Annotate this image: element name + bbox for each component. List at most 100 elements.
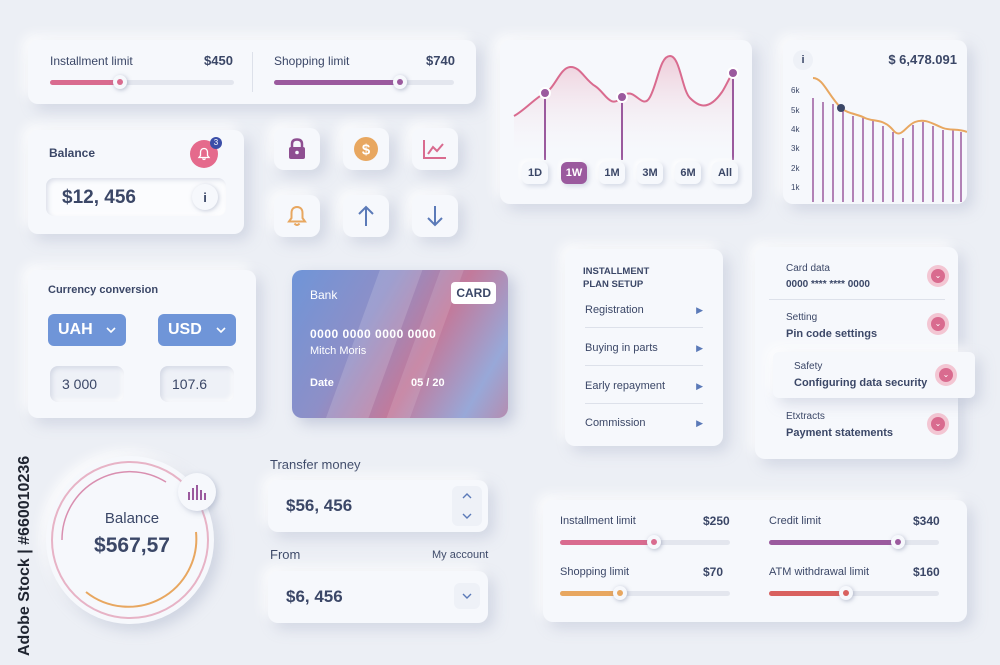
to-amount-field[interactable]: 107.6: [160, 366, 234, 402]
menu-item-registration[interactable]: Registration ▶: [585, 304, 703, 316]
installment-limit-fill: [50, 80, 120, 85]
period-1w-button[interactable]: 1W: [561, 162, 587, 184]
installment-limit-slider[interactable]: [50, 75, 234, 89]
transfer-amount-field[interactable]: $56, 456: [268, 480, 488, 532]
menu-item-buying-in-parts[interactable]: Buying in parts ▶: [585, 342, 703, 354]
from-account-field[interactable]: $6, 456: [268, 571, 488, 623]
expand-pin-settings-button[interactable]: ⌄: [927, 313, 949, 335]
shopping-limit-knob[interactable]: [393, 75, 407, 89]
bar-chart-info-button[interactable]: i: [793, 50, 813, 70]
stock-watermark: Adobe Stock | #660010236: [16, 426, 38, 656]
card-holder: Mitch Moris: [310, 345, 367, 357]
atm-limit-value: $160: [913, 565, 940, 579]
chart-point[interactable]: [727, 67, 739, 79]
to-currency-select[interactable]: USD: [158, 314, 236, 346]
shopping-limit-fill: [560, 591, 620, 596]
from-currency-select[interactable]: UAH: [48, 314, 126, 346]
chevron-down-icon: [106, 327, 116, 334]
balance-card: Balance 3 $12, 456 i: [28, 130, 244, 234]
installment-limit-value: $250: [703, 514, 730, 528]
account-dropdown-button[interactable]: [454, 583, 480, 609]
chart-button[interactable]: [412, 128, 458, 170]
menu-divider: [585, 327, 703, 328]
increment-button[interactable]: [452, 486, 482, 506]
line-chart-line: [513, 54, 734, 117]
chevron-down-icon: [216, 327, 226, 334]
expand-card-data-button[interactable]: ⌄: [927, 265, 949, 287]
period-3m-button[interactable]: 3M: [637, 162, 663, 184]
chart-icon: [423, 140, 446, 159]
chevron-down-icon: ⌄: [931, 317, 945, 331]
period-1d-button[interactable]: 1D: [522, 162, 548, 184]
atm-limit-label: ATM withdrawal limit: [769, 566, 870, 578]
shopping-limit-slider[interactable]: [560, 586, 730, 600]
settings-item-safety-popout[interactable]: Safety Configuring data security ⌄: [773, 352, 975, 398]
info-button[interactable]: i: [192, 184, 218, 210]
chevron-down-icon: ⌄: [931, 269, 945, 283]
chevron-down-icon: ⌄: [939, 368, 953, 382]
from-amount-field[interactable]: 3 000: [50, 366, 124, 402]
bar-chart-point[interactable]: [837, 104, 845, 112]
settings-item-value: Payment statements: [786, 427, 893, 439]
shopping-limit-slider[interactable]: [274, 75, 454, 89]
bank-label: Bank: [310, 288, 338, 302]
installment-limit-slider[interactable]: [560, 535, 730, 549]
currency-conversion-title: Currency conversion: [48, 284, 159, 296]
chart-point[interactable]: [539, 87, 551, 99]
installment-menu-title: INSTALLMENT: [583, 266, 650, 277]
send-up-button[interactable]: [343, 195, 389, 237]
atm-limit-slider[interactable]: [769, 586, 939, 600]
installment-limit-knob[interactable]: [646, 535, 661, 549]
to-currency-value: USD: [168, 321, 202, 338]
card-date-value: 05 / 20: [411, 377, 445, 389]
expand-safety-button[interactable]: ⌄: [935, 364, 957, 386]
info-icon: i: [203, 189, 207, 205]
balance-progress-ring: [51, 461, 209, 619]
currency-button[interactable]: $: [343, 128, 389, 170]
period-6m-button[interactable]: 6M: [675, 162, 701, 184]
menu-item-commission[interactable]: Commission ▶: [585, 417, 703, 429]
installment-limit-label: Installment limit: [50, 54, 133, 68]
bar-chart-icon: [188, 485, 206, 500]
credit-limit-label: Credit limit: [769, 515, 821, 527]
receive-down-button[interactable]: [412, 195, 458, 237]
alert-button[interactable]: [274, 195, 320, 237]
credit-limit-fill: [769, 540, 899, 545]
credit-limit-slider[interactable]: [769, 535, 939, 549]
caret-right-icon: ▶: [696, 381, 703, 391]
dollar-coin-icon: $: [354, 137, 378, 161]
from-label: From: [270, 547, 301, 562]
notification-bell-button[interactable]: 3: [190, 137, 222, 168]
bar-chart-card: i $ 6,478.091 6k 5k 4k 3k 2k 1k: [783, 40, 967, 204]
credit-limit-knob[interactable]: [891, 535, 906, 549]
chart-point[interactable]: [616, 91, 628, 103]
menu-item-label: Buying in parts: [585, 342, 658, 354]
period-1m-button[interactable]: 1M: [599, 162, 625, 184]
menu-divider: [585, 365, 703, 366]
top-limits-card: Installment limit $450 Shopping limit $7…: [28, 40, 476, 104]
expand-statements-button[interactable]: ⌄: [927, 413, 949, 435]
installment-limit-value: $450: [204, 53, 233, 68]
settings-item-label: Card data: [786, 263, 830, 274]
transfer-amount: $56, 456: [286, 496, 353, 515]
menu-item-early-repayment[interactable]: Early repayment ▶: [585, 380, 703, 392]
divider: [252, 52, 253, 92]
settings-item-label: Setting: [786, 312, 818, 323]
arrow-down-icon: [427, 206, 443, 227]
period-all-button[interactable]: All: [712, 162, 738, 184]
installment-limit-knob[interactable]: [112, 75, 127, 89]
atm-limit-knob[interactable]: [838, 586, 853, 600]
shopping-limit-value: $70: [703, 565, 724, 579]
bar-chart-amount: $ 6,478.091: [888, 52, 957, 67]
balance-amount: $12, 456: [62, 187, 136, 208]
menu-divider: [585, 403, 703, 404]
bank-card[interactable]: Bank CARD 0000 0000 0000 0000 Mitch Mori…: [292, 270, 508, 418]
lock-button[interactable]: [274, 128, 320, 170]
decrement-button[interactable]: [452, 506, 482, 526]
y-tick: 5k: [791, 106, 800, 115]
analytics-button[interactable]: [178, 473, 216, 511]
balance-title: Balance: [49, 146, 96, 160]
bell-icon: [287, 205, 307, 226]
shopping-limit-knob[interactable]: [612, 586, 627, 600]
menu-item-label: Registration: [585, 304, 644, 316]
